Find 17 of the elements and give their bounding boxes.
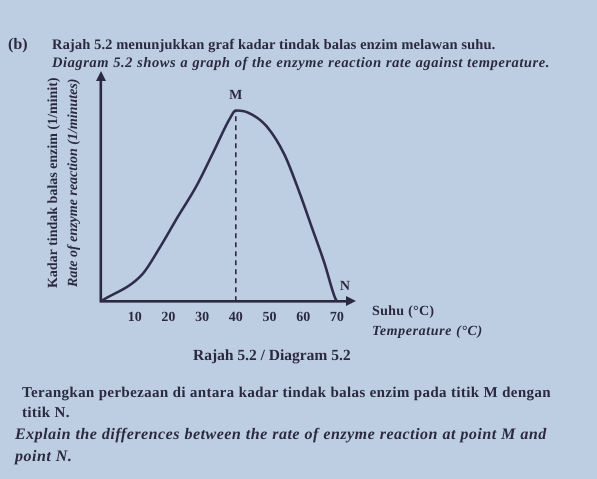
annotation: M <box>229 88 242 104</box>
chart-subtitle: Diagram 5.2 shows a graph of the enzyme reaction rate against temperature. <box>52 55 550 72</box>
text: Terangkan perbezaan di antara kadar tindak balas enzim pada titik M dengan titik N. <box>22 384 552 423</box>
x-tick-label: 30 <box>195 310 210 326</box>
y-axis-title: Kadar tindak balas enzim (1/minit) Rate of enzyme reaction (1/minutes) <box>46 78 81 288</box>
annotation: N <box>340 278 350 294</box>
text: Explain the differences between the rate of enzyme reaction at point M and point N. <box>15 425 548 467</box>
x-tick-label: 50 <box>262 310 276 326</box>
text: Rajah 5.2 / Diagram 5.2 <box>193 347 351 364</box>
x-tick-label: 40 <box>228 310 243 326</box>
x-tick-label: 20 <box>161 310 176 326</box>
x-tick-label: 10 <box>128 310 142 326</box>
text: (b) <box>8 36 28 53</box>
x-tick-label: 70 <box>330 310 344 326</box>
x-axis-title: Suhu (°C) Temperature (°C) <box>372 303 483 340</box>
chart-title: Rajah 5.2 menunjukkan graf kadar tindak balas enzim melawan suhu. <box>52 37 496 54</box>
x-tick-label: 60 <box>296 310 310 326</box>
